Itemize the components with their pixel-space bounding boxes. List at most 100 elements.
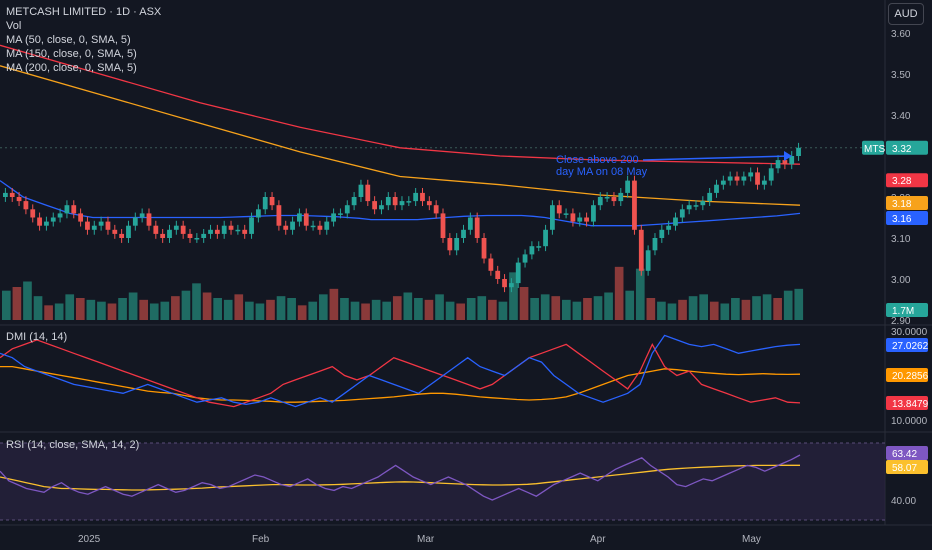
candle-body (727, 176, 733, 181)
volume-bar (223, 299, 233, 320)
volume-bar (392, 296, 402, 320)
candle-body (433, 205, 439, 214)
ma50-tag-bg (886, 211, 928, 225)
candle-body (297, 213, 302, 222)
ma200-line (0, 44, 801, 165)
ma50-legend[interactable]: MA (50, close, 0, SMA, 5) (6, 34, 131, 46)
candle-body (529, 246, 535, 255)
volume-bar (97, 301, 106, 320)
value-tags: MTS 3.32 3.28 3.18 3.16 1.7M 27.0262 20.2856 13.… (862, 140, 929, 474)
candle-body (474, 217, 480, 238)
dmi-legend[interactable]: DMI (14, 14) (6, 331, 68, 343)
candle-body (666, 225, 672, 230)
candle-body (173, 225, 179, 230)
ma150-tag: 3.18 (892, 199, 912, 210)
candle-body (768, 168, 774, 181)
volume-bar (12, 287, 22, 320)
candle-body (358, 184, 364, 197)
volume-bar (266, 299, 275, 320)
candle-body (91, 225, 97, 230)
candle-body (632, 180, 637, 230)
volume-bar (657, 301, 666, 320)
price-tick-label: 3.40 (891, 111, 911, 122)
candle-body (789, 156, 795, 165)
candle-body (180, 225, 186, 234)
candle-body (748, 172, 754, 177)
candle-body (16, 197, 22, 202)
candle-body (536, 246, 542, 248)
volume-bar (572, 301, 582, 320)
volume-bar (287, 298, 296, 320)
candle-body (673, 217, 678, 226)
volume-bar (44, 305, 53, 320)
annotation-text[interactable]: Close above 200 day MA on 08 May (556, 154, 647, 178)
candle-body (23, 201, 29, 210)
candle-body (591, 205, 596, 222)
candle-body (638, 229, 644, 271)
currency-button[interactable]: AUD (888, 3, 924, 25)
volume-bar (65, 294, 75, 320)
time-tick-label: 2025 (78, 534, 101, 545)
price-axis: 3.603.503.403.203.103.002.9030.000010.00… (891, 29, 928, 507)
volume-bar (435, 294, 444, 320)
volume-bar (551, 296, 561, 320)
candle-body (98, 221, 104, 226)
candle-body (426, 201, 432, 206)
volume-bar (86, 299, 96, 320)
symbol-title[interactable]: METCASH LIMITED · 1D · ASX (6, 6, 162, 18)
candle-body (37, 217, 42, 226)
volume-bar (498, 301, 508, 320)
candle-body (625, 180, 631, 193)
annotation-arrow-line (642, 155, 791, 161)
candle-body (515, 262, 521, 284)
candle-body (303, 213, 309, 226)
candle-body (221, 225, 227, 234)
price-tick-label: 3.60 (891, 29, 911, 40)
time-tick-label: Mar (417, 534, 435, 545)
candle-body (30, 209, 36, 218)
candle-body (686, 205, 692, 210)
volume-legend[interactable]: Vol (6, 20, 22, 32)
volume-bar (773, 298, 782, 320)
ma200-tag-bg (886, 173, 928, 188)
candle-body (467, 217, 473, 230)
candle-body (85, 221, 90, 230)
ma50-tag: 3.16 (892, 214, 912, 225)
volume-bar (160, 301, 170, 320)
candle-body (44, 221, 49, 226)
volume-bar (192, 283, 201, 320)
volume-bar (667, 303, 677, 320)
volume-bar (318, 294, 328, 320)
candle-body (379, 205, 384, 210)
rsi-ma-line (0, 464, 800, 491)
last-price-tag: 3.32 (892, 144, 912, 155)
minus-di-tag: 13.8479 (892, 399, 929, 410)
candle-body (214, 229, 220, 234)
candle-body (796, 147, 801, 156)
rsi-tag-bg (886, 446, 928, 460)
adx-tag-bg (886, 368, 928, 382)
ma150-line (0, 65, 801, 206)
rsi-legend[interactable]: RSI (14, close, SMA, 14, 2) (6, 439, 140, 451)
volume-bar (456, 303, 465, 320)
mts-label: MTS (864, 144, 885, 155)
candle-body (146, 213, 152, 226)
annotation-arrow-head (784, 151, 792, 161)
volume-bar (783, 290, 793, 320)
volume-bar (350, 301, 360, 320)
annotation-line-2: day MA on 08 May (556, 166, 648, 178)
candle-body (112, 229, 118, 234)
price-legend: METCASH LIMITED · 1D · ASX Vol MA (50, c… (6, 5, 161, 75)
volume-bar (382, 301, 392, 320)
volume-bar (762, 294, 772, 320)
volume-bar (709, 301, 719, 320)
volume-bar (741, 299, 751, 320)
rsi-ma-tag-bg (886, 460, 928, 474)
ma150-legend[interactable]: MA (150, close, 0, SMA, 5) (6, 48, 137, 60)
time-axis: 2025 Feb Mar Apr May (78, 534, 761, 545)
volume-bar (561, 299, 571, 320)
volume-bar (171, 296, 180, 320)
ma200-legend[interactable]: MA (200, close, 0, SMA, 5) (6, 62, 137, 74)
candle-body (700, 201, 706, 206)
